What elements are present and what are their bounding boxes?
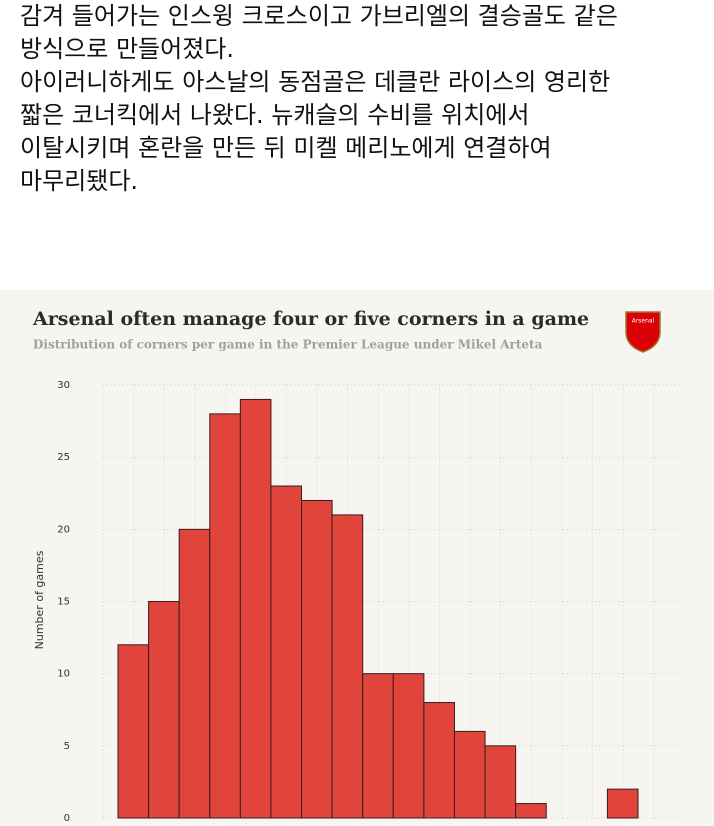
bar (392, 673, 425, 819)
y-tick-label: 5 (64, 741, 70, 752)
chart-title: Arsenal often manage four or five corner… (32, 308, 589, 330)
chart-subtitle: Distribution of corners per game in the … (33, 338, 543, 352)
y-tick-label: 30 (57, 380, 70, 391)
bar (362, 673, 394, 819)
bar (331, 514, 364, 819)
bar (148, 601, 180, 819)
bar (178, 528, 211, 819)
article-line: 아이러니하게도 아스날의 동점골은 데클란 라이스의 영리한 (20, 68, 611, 96)
y-tick-label: 20 (57, 524, 70, 535)
bar (117, 644, 150, 819)
article-line: 이탈시키며 혼란을 만든 뒤 미켈 메리노에게 연결하여 (20, 134, 552, 162)
y-tick-label: 25 (57, 452, 70, 463)
y-tick-label: 0 (64, 813, 70, 824)
y-tick-label: 10 (57, 669, 70, 680)
bar (270, 485, 303, 819)
y-tick-label: 15 (57, 597, 70, 608)
bar (484, 745, 517, 819)
article-line: 방식으로 만들어졌다. (20, 35, 234, 63)
logo: Arsenal (625, 311, 661, 353)
chart: Arsenal often manage four or five corner… (0, 290, 714, 826)
bar (606, 788, 639, 819)
y-axis-label: Number of games (33, 550, 46, 649)
article-line: 짧은 코너킥에서 나왔다. 뉴캐슬의 수비를 위치에서 (20, 101, 530, 129)
logo-shield (625, 311, 661, 353)
bar (515, 803, 547, 819)
bar (423, 702, 455, 819)
bar (209, 413, 241, 819)
article-line: 감겨 들어가는 인스윙 크로스이고 가브리엘의 결승골도 같은 (20, 2, 618, 30)
article-line: 마무리됐다. (20, 167, 139, 195)
bar (301, 499, 333, 819)
bar (239, 398, 272, 819)
bar (453, 730, 486, 819)
logo-text: Arsenal (632, 318, 655, 325)
